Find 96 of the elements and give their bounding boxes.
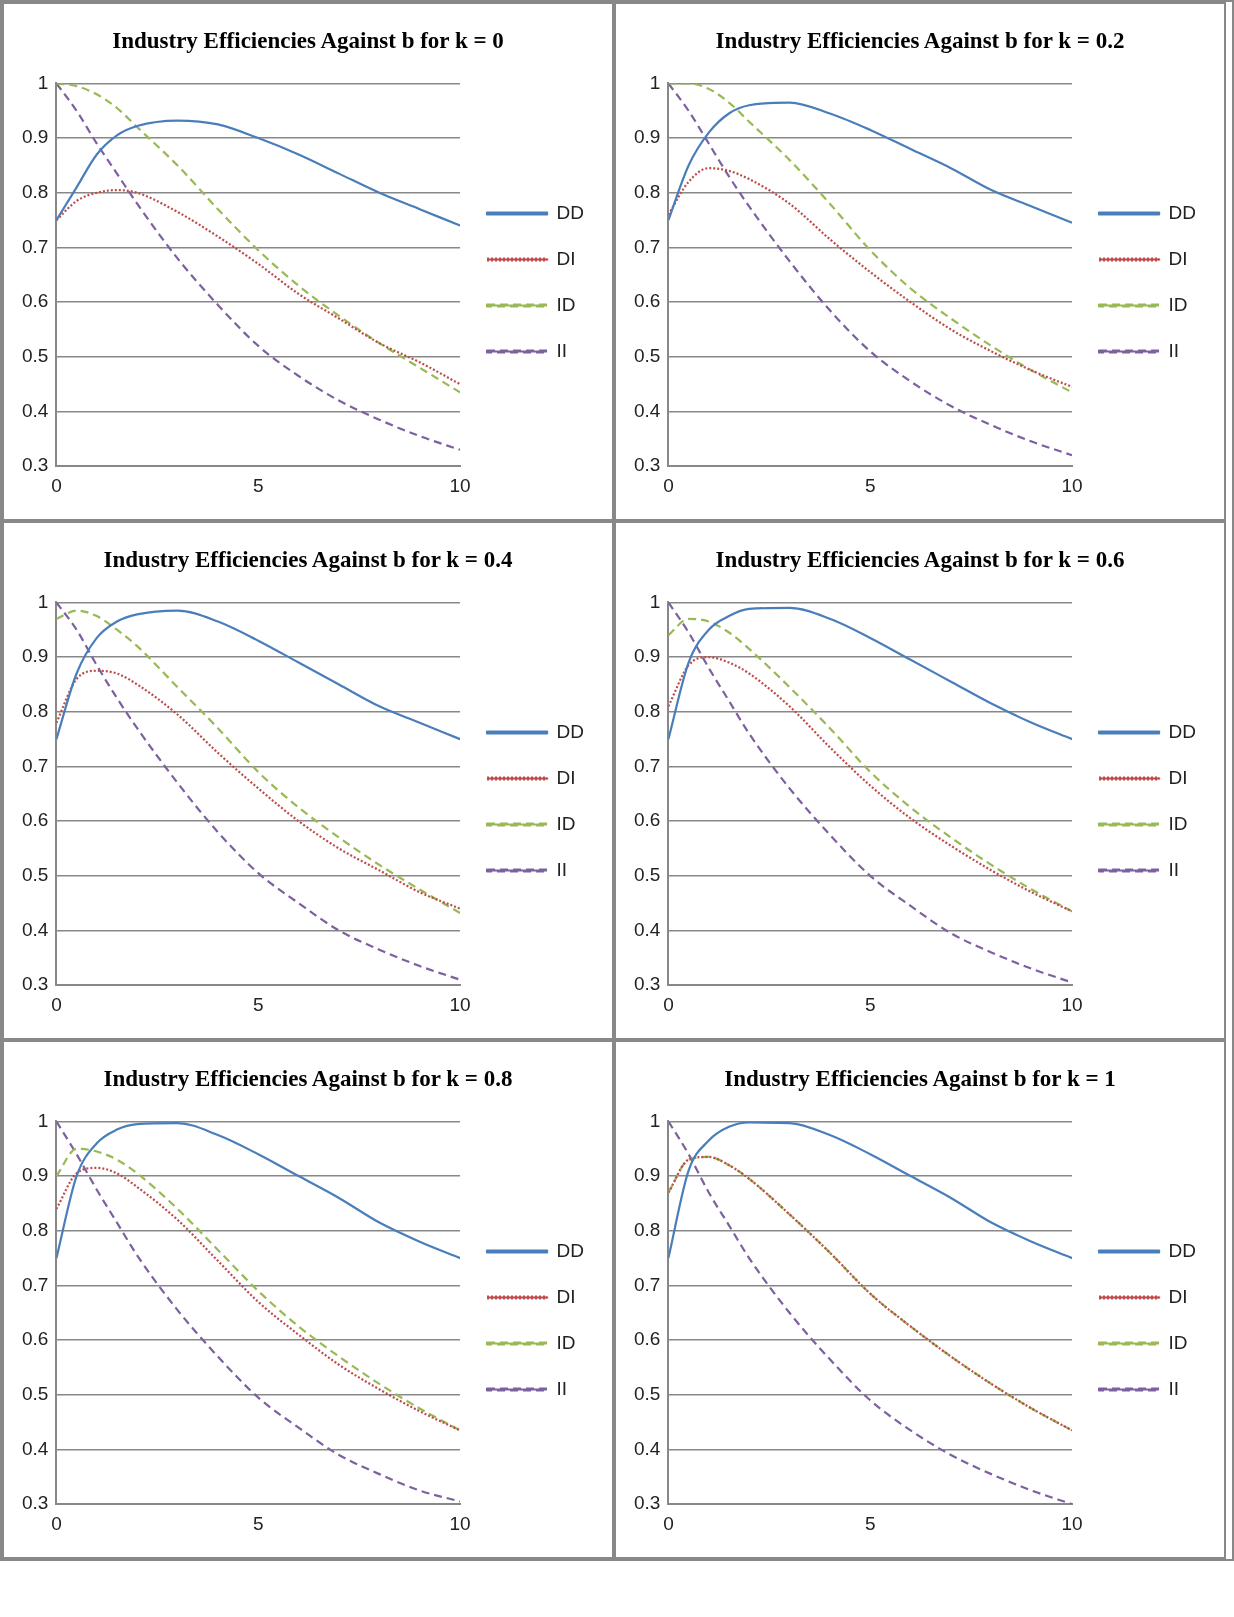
- chart-title: Industry Efficiencies Against b for k = 0.6: [714, 546, 1126, 574]
- y-tick-label: 1: [37, 71, 49, 93]
- legend-label: II: [1168, 339, 1180, 361]
- y-tick-label: 0.8: [633, 700, 661, 722]
- legend-label: DD: [1168, 1239, 1197, 1261]
- y-tick-label: 1: [37, 1109, 49, 1131]
- y-tick-label: 0.4: [21, 399, 49, 421]
- y-tick-label: 0.3: [633, 973, 661, 995]
- legend-label: DD: [556, 1239, 585, 1261]
- y-tick-label: 0.3: [633, 1492, 661, 1514]
- y-tick-label: 0.9: [21, 645, 49, 667]
- y-tick-label: 0.9: [21, 1164, 49, 1186]
- y-tick-label: 0.7: [21, 235, 49, 257]
- y-tick-label: 0.8: [21, 1219, 49, 1241]
- x-tick-label: 10: [1061, 1512, 1083, 1534]
- legend-label: DI: [1168, 247, 1188, 269]
- y-tick-label: 0.8: [633, 1219, 661, 1241]
- legend-label: ID: [556, 293, 576, 315]
- legend-label: II: [556, 339, 568, 361]
- y-tick-label: 0.5: [633, 864, 661, 886]
- legend-label: ID: [556, 1331, 576, 1353]
- x-tick-label: 0: [663, 1512, 674, 1534]
- y-tick-label: 0.8: [21, 700, 49, 722]
- x-tick-label: 10: [449, 474, 471, 496]
- y-tick-label: 0.9: [21, 126, 49, 148]
- y-tick-label: 0.7: [633, 754, 661, 776]
- chart-title: Industry Efficiencies Against b for k = 1: [723, 1065, 1117, 1093]
- legend-label: II: [1168, 1377, 1180, 1399]
- y-tick-label: 0.3: [633, 454, 661, 476]
- x-tick-label: 0: [663, 993, 674, 1015]
- chart-title: Industry Efficiencies Against b for k = 0.4: [102, 546, 514, 574]
- legend-label: DD: [556, 201, 585, 223]
- y-tick-label: 1: [649, 1109, 661, 1131]
- y-tick-label: 0.3: [21, 973, 49, 995]
- legend-label: DI: [1168, 766, 1188, 788]
- legend-label: DD: [1168, 201, 1197, 223]
- x-tick-label: 10: [1061, 993, 1083, 1015]
- y-tick-label: 0.3: [21, 1492, 49, 1514]
- y-tick-label: 0.7: [21, 754, 49, 776]
- y-tick-label: 0.4: [21, 1437, 49, 1459]
- y-tick-label: 0.9: [633, 1164, 661, 1186]
- x-tick-label: 0: [51, 1512, 62, 1534]
- y-tick-label: 0.3: [21, 454, 49, 476]
- x-tick-label: 5: [864, 993, 876, 1015]
- x-tick-label: 5: [252, 1512, 264, 1534]
- y-tick-label: 0.6: [21, 809, 49, 831]
- y-tick-label: 0.4: [21, 918, 49, 940]
- y-tick-label: 0.6: [633, 809, 661, 831]
- legend-label: DI: [556, 766, 576, 788]
- y-tick-label: 0.6: [633, 290, 661, 312]
- x-tick-label: 0: [51, 993, 62, 1015]
- y-tick-label: 0.7: [633, 235, 661, 257]
- y-tick-label: 0.4: [633, 1437, 661, 1459]
- legend-label: II: [1168, 858, 1180, 880]
- x-tick-label: 5: [864, 474, 876, 496]
- y-tick-label: 0.6: [21, 1328, 49, 1350]
- legend-label: II: [556, 858, 568, 880]
- y-tick-label: 0.6: [633, 1328, 661, 1350]
- y-tick-label: 0.8: [633, 181, 661, 203]
- y-tick-label: 0.9: [633, 126, 661, 148]
- y-tick-label: 1: [649, 71, 661, 93]
- x-tick-label: 0: [663, 474, 674, 496]
- x-tick-label: 10: [449, 993, 471, 1015]
- y-tick-label: 0.9: [633, 645, 661, 667]
- x-tick-label: 5: [252, 993, 264, 1015]
- y-tick-label: 1: [37, 590, 49, 612]
- y-tick-label: 0.8: [21, 181, 49, 203]
- legend-label: DD: [556, 720, 585, 742]
- y-tick-label: 0.6: [21, 290, 49, 312]
- chart-title: Industry Efficiencies Against b for k = 0.8: [102, 1065, 514, 1093]
- x-tick-label: 10: [449, 1512, 471, 1534]
- y-tick-label: 0.5: [21, 864, 49, 886]
- legend-label: ID: [1168, 812, 1188, 834]
- legend-label: II: [556, 1377, 568, 1399]
- x-tick-label: 5: [864, 1512, 876, 1534]
- legend-label: DI: [1168, 1285, 1188, 1307]
- legend-label: ID: [556, 812, 576, 834]
- y-tick-label: 0.4: [633, 399, 661, 421]
- y-tick-label: 0.5: [633, 345, 661, 367]
- legend-label: DI: [556, 247, 576, 269]
- y-tick-label: 0.5: [21, 345, 49, 367]
- x-tick-label: 0: [51, 474, 62, 496]
- y-tick-label: 0.7: [21, 1273, 49, 1295]
- y-tick-label: 1: [649, 590, 661, 612]
- x-tick-label: 10: [1061, 474, 1083, 496]
- chart-title: Industry Efficiencies Against b for k = 0.2: [714, 27, 1126, 55]
- chart-title: Industry Efficiencies Against b for k = 0: [111, 27, 505, 55]
- y-tick-label: 0.4: [633, 918, 661, 940]
- legend-label: ID: [1168, 1331, 1188, 1353]
- y-tick-label: 0.5: [633, 1383, 661, 1405]
- legend-label: DD: [1168, 720, 1197, 742]
- y-tick-label: 0.5: [21, 1383, 49, 1405]
- x-tick-label: 5: [252, 474, 264, 496]
- legend-label: ID: [1168, 293, 1188, 315]
- legend-label: DI: [556, 1285, 576, 1307]
- y-tick-label: 0.7: [633, 1273, 661, 1295]
